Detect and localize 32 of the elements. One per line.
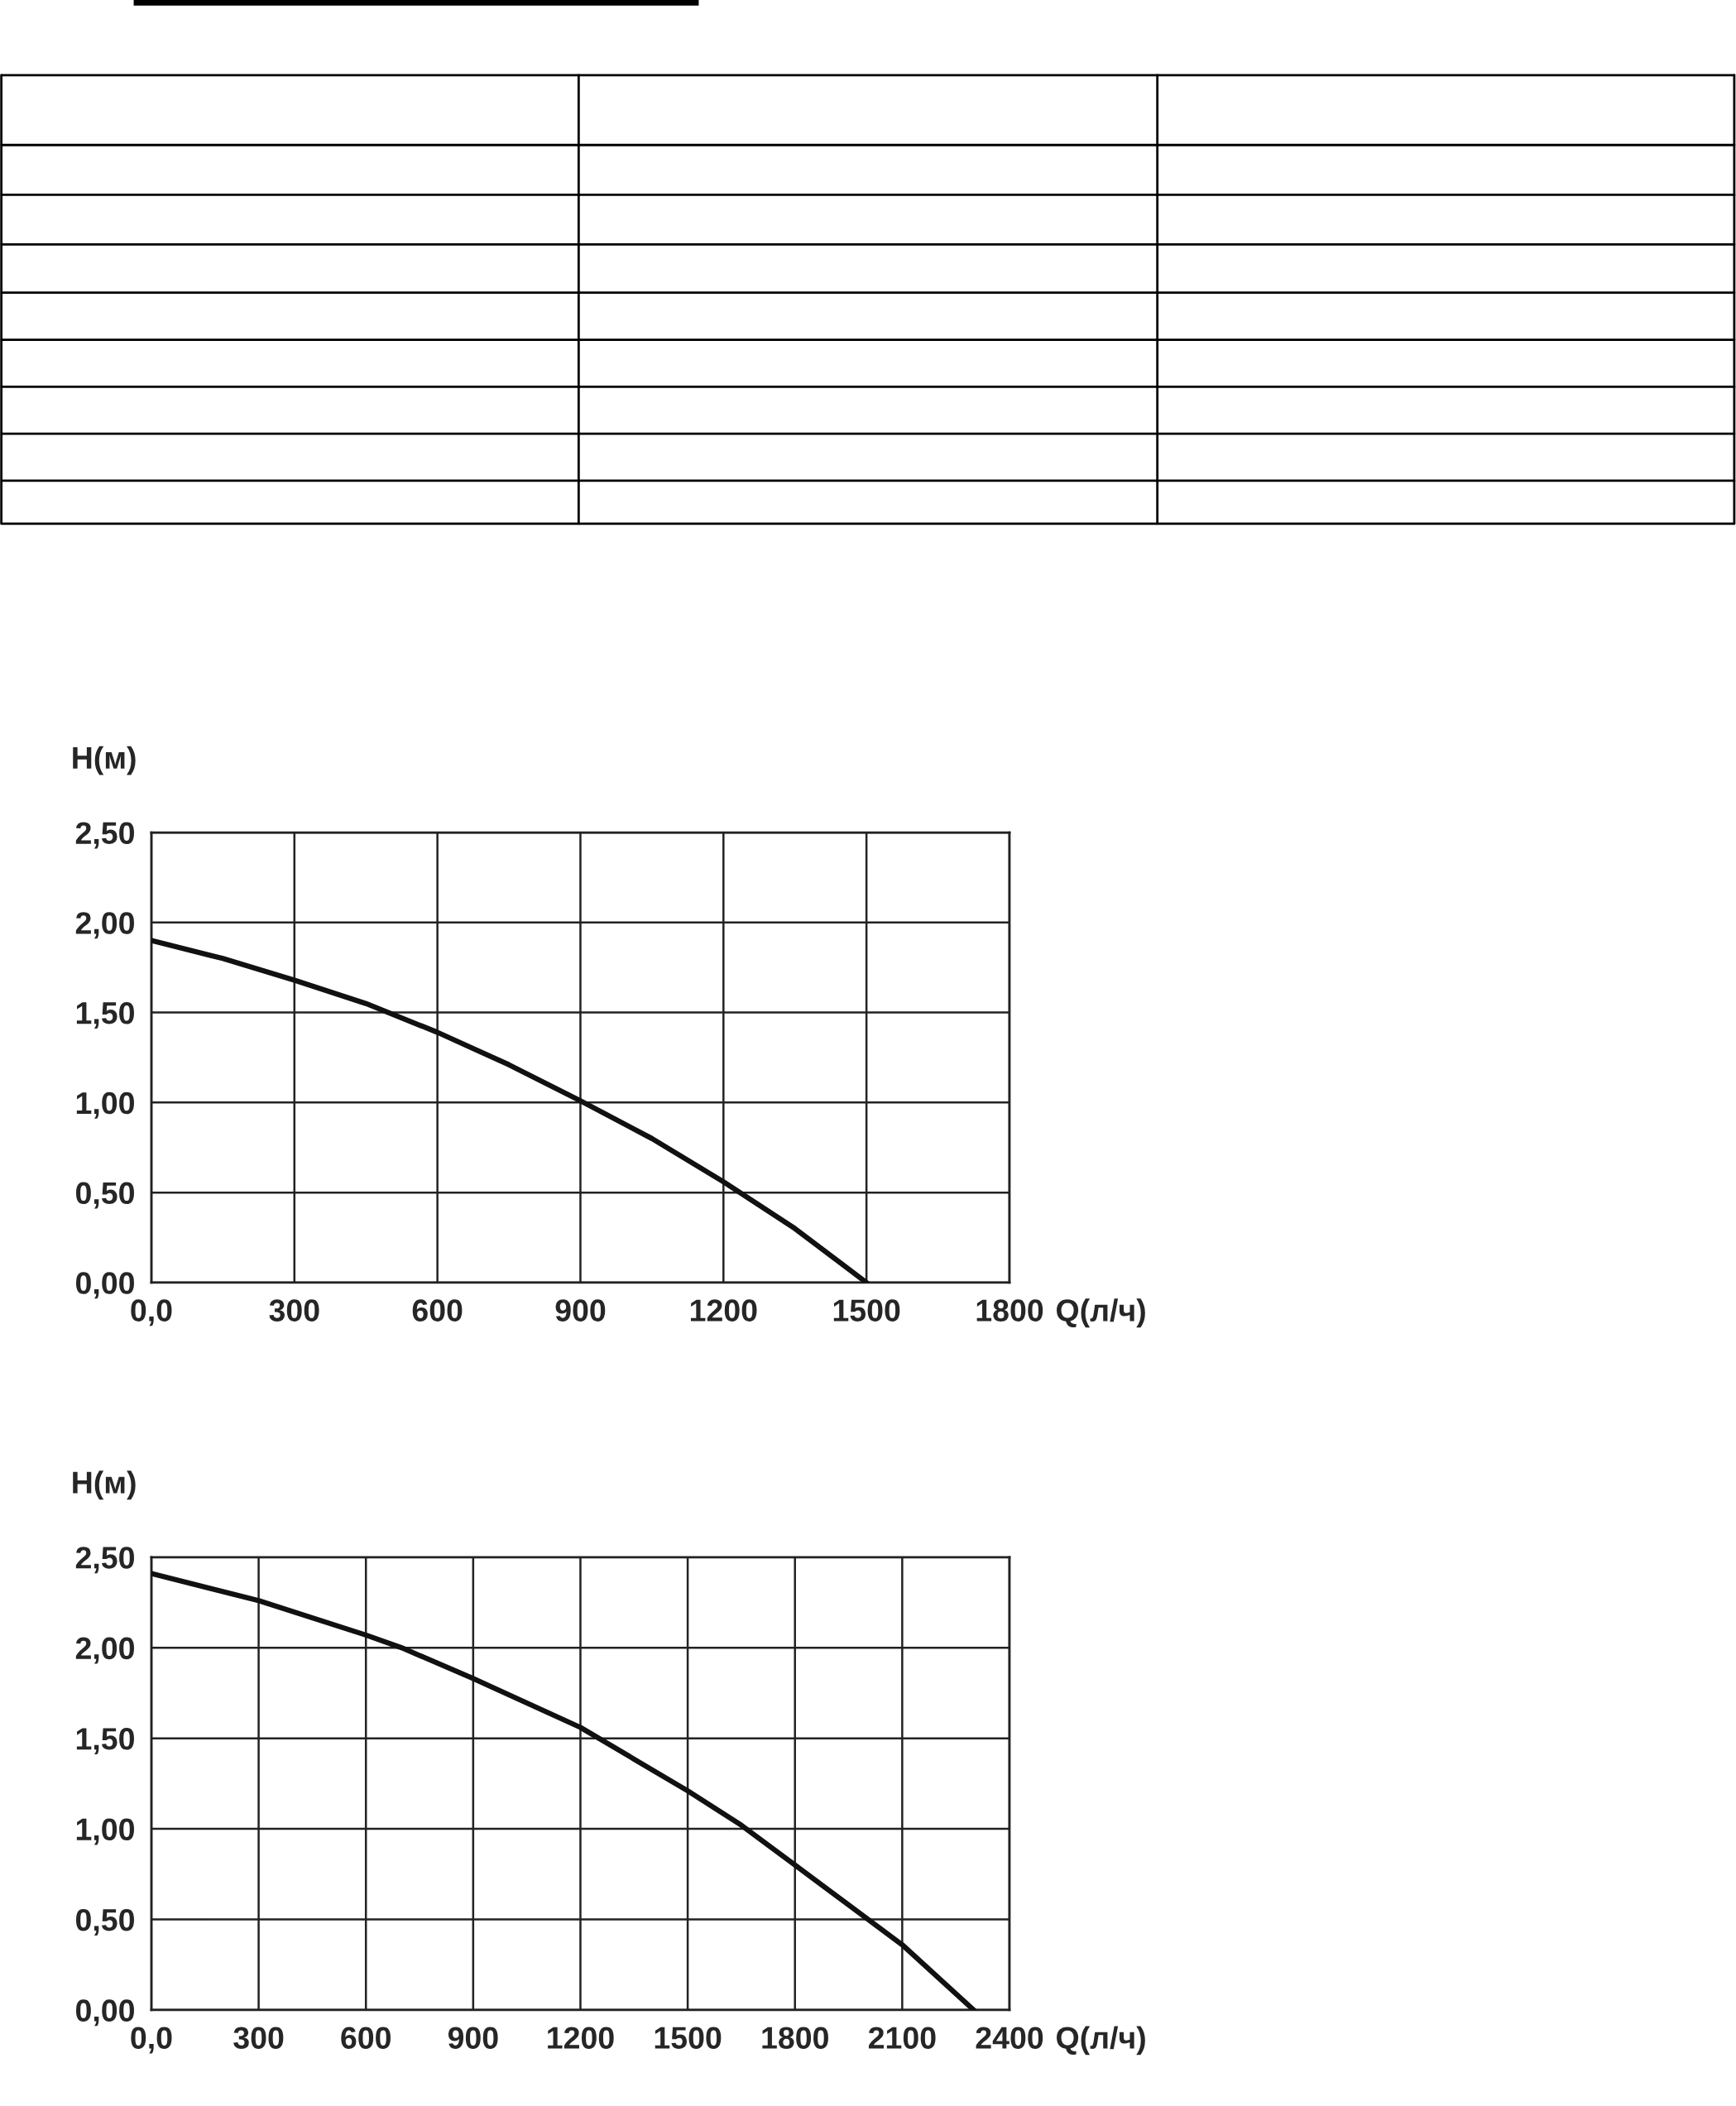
x-tick-label: 2400 bbox=[976, 2027, 1043, 2049]
x-tick-label: 1500 bbox=[655, 2027, 722, 2049]
x-tick-label: 600 bbox=[341, 2027, 391, 2049]
x-tick-label: 600 bbox=[412, 1299, 463, 1322]
x-tick-label: 1500 bbox=[833, 1299, 900, 1322]
y-tick-label: 0,50 bbox=[76, 1908, 134, 1936]
y-tick-label: 2,50 bbox=[75, 822, 134, 849]
y-axis-title: H(м) bbox=[73, 1470, 136, 1500]
y-tick-label: 2,50 bbox=[75, 1547, 134, 1574]
y-tick-label: 1,50 bbox=[76, 1001, 134, 1029]
x-axis-title: Q(л/ч) bbox=[1057, 2026, 1145, 2056]
y-tick-label: 0,00 bbox=[76, 1272, 134, 1299]
y-tick-label: 1,50 bbox=[76, 1728, 134, 1755]
y-tick-label: 0,00 bbox=[76, 1999, 134, 2027]
x-tick-label: 1800 bbox=[762, 2027, 828, 2049]
x-tick-label: 300 bbox=[269, 1299, 319, 1322]
y-tick-label: 0,50 bbox=[76, 1182, 134, 1209]
x-tick-label: 900 bbox=[448, 2027, 498, 2049]
y-tick-label: 1,00 bbox=[76, 1818, 134, 1845]
x-tick-label: 1200 bbox=[548, 2027, 614, 2049]
y-tick-label: 2,00 bbox=[75, 912, 134, 939]
x-tick-label: 0,0 bbox=[131, 1299, 172, 1326]
x-axis-title: Q(л/ч) bbox=[1057, 1298, 1145, 1328]
x-tick-label: 300 bbox=[233, 2027, 284, 2049]
x-tick-label: 900 bbox=[555, 1299, 606, 1322]
y-axis-title: H(м) bbox=[73, 746, 136, 775]
y-tick-label: 2,00 bbox=[75, 1637, 134, 1664]
x-tick-label: 1200 bbox=[690, 1299, 757, 1322]
x-tick-label: 2100 bbox=[868, 2027, 936, 2049]
y-tick-label: 1,00 bbox=[76, 1091, 134, 1119]
x-tick-label: 1800 bbox=[976, 1299, 1043, 1322]
x-tick-label: 0,0 bbox=[131, 2027, 172, 2054]
